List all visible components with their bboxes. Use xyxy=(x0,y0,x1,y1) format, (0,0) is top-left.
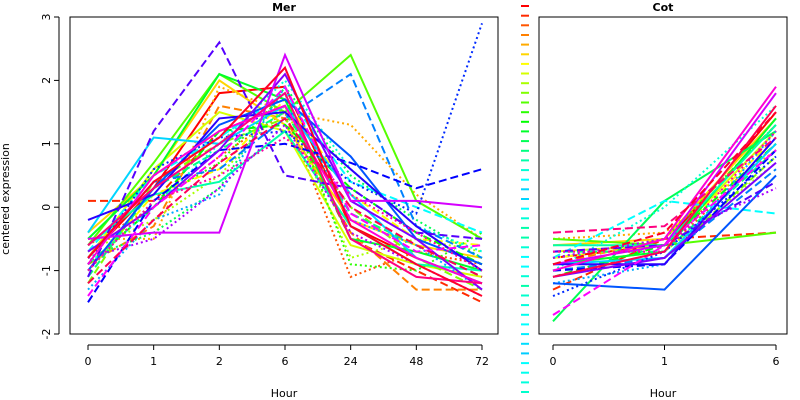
mer-series-line xyxy=(87,111,483,272)
mer-y-axis: -2 -1 0 1 2 3 xyxy=(40,14,60,340)
mer-x-tick-label: 2 xyxy=(216,355,223,368)
cot-series-line xyxy=(553,136,777,266)
cot-panel-title: Cot xyxy=(653,1,674,14)
mer-x-tick-label: 72 xyxy=(475,355,489,368)
cot-series-line xyxy=(552,162,777,278)
mer-series-line xyxy=(87,91,483,285)
mer-panel: Mer -2 -1 0 1 2 3 0 1 2 6 24 48 72 Hour centered ex… xyxy=(0,1,499,400)
cot-series-line xyxy=(552,149,777,316)
cot-series-line xyxy=(552,174,777,291)
mer-series-line xyxy=(87,65,483,297)
cot-series-line xyxy=(552,92,777,266)
cot-series-line xyxy=(552,86,777,272)
cot-x-tick-label: 1 xyxy=(661,355,668,368)
cot-series-line xyxy=(552,199,777,259)
mer-y-tick-label: -2 xyxy=(40,329,53,340)
cot-series-line xyxy=(552,111,777,266)
mer-x-tick-label: 48 xyxy=(409,355,423,368)
mer-series-line xyxy=(87,117,483,285)
mer-y-tick-label: -1 xyxy=(40,265,53,276)
mer-x-tick-label: 0 xyxy=(85,355,92,368)
mer-x-tick-label: 1 xyxy=(150,355,157,368)
cot-series-lines xyxy=(552,86,777,322)
mer-series-line xyxy=(87,84,483,297)
cot-series-line xyxy=(552,187,777,259)
mer-y-axis-title: centered expression xyxy=(0,143,12,255)
cot-x-tick-label: 6 xyxy=(773,355,780,368)
mer-series-lines xyxy=(87,22,483,304)
cot-x-tick-label: 0 xyxy=(550,355,557,368)
mer-x-axis: 0 1 2 6 24 48 72 xyxy=(85,344,489,368)
mer-series-line xyxy=(87,136,483,272)
color-legend-strip xyxy=(521,5,529,393)
mer-series-line xyxy=(87,104,483,285)
mer-y-tick-label: 3 xyxy=(40,14,53,21)
cot-x-axis: 0 1 6 xyxy=(550,344,780,368)
cot-x-axis-title: Hour xyxy=(650,387,677,400)
mer-plot-frame xyxy=(69,16,499,335)
cot-plot-frame xyxy=(538,16,788,335)
cot-series-line xyxy=(552,136,777,234)
mer-x-tick-label: 24 xyxy=(344,355,358,368)
mer-panel-title: Mer xyxy=(272,1,296,14)
mer-series-line xyxy=(87,22,483,265)
mer-x-axis-title: Hour xyxy=(271,387,298,400)
mer-series-line xyxy=(87,40,483,278)
cot-series-line xyxy=(552,105,777,278)
cot-panel: Cot 0 1 6 Hour xyxy=(538,1,788,400)
mer-y-tick-label: 2 xyxy=(40,77,53,84)
mer-y-tick-label: 1 xyxy=(40,140,53,147)
mer-series-line xyxy=(87,52,483,240)
mer-y-tick-label: 0 xyxy=(40,204,53,211)
mer-x-tick-label: 6 xyxy=(282,355,289,368)
